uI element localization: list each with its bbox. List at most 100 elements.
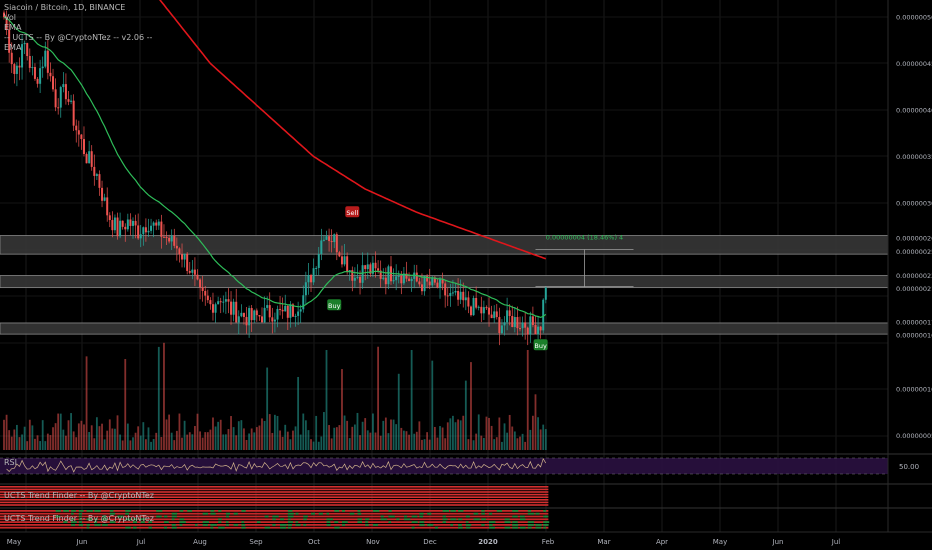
candle-body xyxy=(493,311,496,319)
y-tick-label: 0.00000040 xyxy=(896,107,932,115)
volume-bar xyxy=(111,428,114,450)
candle-body xyxy=(170,235,173,242)
trend-stripe-up xyxy=(458,526,463,529)
candle-body xyxy=(444,283,447,296)
candle-body xyxy=(59,87,62,108)
candle-body xyxy=(237,316,240,323)
volume-bar xyxy=(276,415,279,450)
trend-stripe-up xyxy=(133,526,137,529)
trend-stripe-up xyxy=(388,515,395,518)
trend-finder-label-2[interactable]: UCTS Trend Finder -- By @CryptoNTez xyxy=(4,514,154,523)
support-resistance-zones xyxy=(0,235,889,335)
x-tick-label: Sep xyxy=(249,538,263,546)
volume-legend[interactable]: Vol xyxy=(4,13,16,22)
volume-bar xyxy=(67,420,70,450)
candle-body xyxy=(144,227,147,233)
candle-body xyxy=(222,301,225,303)
candle-body xyxy=(26,43,29,57)
volume-bar xyxy=(508,414,511,450)
candle-body xyxy=(41,66,44,69)
measure-label: 0.00000004 (18.46%) 4 xyxy=(546,234,623,242)
volume-bar xyxy=(436,437,439,450)
rsi-band xyxy=(0,458,888,474)
candle-body xyxy=(64,84,67,100)
trend-stripe-up xyxy=(326,518,333,521)
volume-bar xyxy=(126,423,129,450)
volume-bar xyxy=(83,424,85,450)
volume-bar xyxy=(196,413,199,450)
trend-stripe-up xyxy=(496,510,503,512)
trend-stripe-up xyxy=(543,510,547,512)
trend-stripe-up xyxy=(202,512,209,515)
candle-body xyxy=(132,220,134,226)
trend-stripe-up xyxy=(71,518,74,521)
trend-stripe-up xyxy=(280,518,285,521)
volume-bar xyxy=(170,432,173,450)
candle-body xyxy=(13,64,16,74)
candle-body xyxy=(526,327,529,335)
indicator-legend[interactable]: -- UCTS -- By @CryptoNTez -- v2.06 -- xyxy=(4,33,153,42)
candle-body xyxy=(490,314,493,319)
candle-body xyxy=(57,107,60,109)
x-tick-label: Aug xyxy=(193,538,207,546)
volume-bar xyxy=(261,418,263,450)
ema-legend[interactable]: EMA xyxy=(4,23,22,32)
trend-stripe-up xyxy=(427,512,432,515)
trend-stripe-up xyxy=(63,521,68,523)
trend-stripe-up xyxy=(388,510,392,512)
volume-bar xyxy=(95,417,98,450)
volume-bar xyxy=(16,424,18,450)
candle-body xyxy=(534,324,537,335)
volume-bar xyxy=(54,423,57,450)
candle-body xyxy=(240,312,243,317)
volume-bar xyxy=(150,441,152,450)
trend-stripe-up xyxy=(458,524,462,526)
candle-body xyxy=(134,220,137,226)
ema-legend-2[interactable]: EMA xyxy=(4,43,22,52)
trend-stripe-up xyxy=(543,521,550,523)
trend-stripe-up xyxy=(473,512,479,515)
volume-bar xyxy=(26,441,29,450)
candle-body xyxy=(271,317,274,322)
trend-stripe-up xyxy=(504,521,511,523)
trend-stripe-up xyxy=(148,521,153,523)
trend-stripe-up xyxy=(303,515,308,518)
volume-bar xyxy=(382,420,385,450)
trend-stripe-up xyxy=(543,526,546,529)
candle-body xyxy=(338,252,341,257)
trend-stripe-up xyxy=(512,515,518,518)
trend-stripe-up xyxy=(450,524,454,526)
trend-stripe-up xyxy=(280,526,287,529)
x-tick-label: May xyxy=(7,538,21,546)
trend-stripe-up xyxy=(256,521,261,523)
rsi-label[interactable]: RSI xyxy=(4,458,17,467)
candle-body xyxy=(315,267,318,269)
symbol-title[interactable]: Siacoin / Bitcoin, 1D, BINANCE xyxy=(4,3,126,12)
candle-body xyxy=(191,269,194,273)
volume-bar xyxy=(356,412,359,450)
volume-bar xyxy=(222,434,225,450)
candle-body xyxy=(286,305,289,318)
volume-bar xyxy=(513,431,516,450)
candle-body xyxy=(343,256,346,265)
trend-stripe-up xyxy=(442,515,446,518)
trend-stripe-up xyxy=(527,524,534,526)
trend-stripe-up xyxy=(334,526,340,529)
ema-fast-line xyxy=(3,16,547,319)
volume-bar xyxy=(199,431,201,450)
trend-stripe-up xyxy=(287,524,293,526)
trend-stripe-up xyxy=(535,524,542,526)
trend-stripe xyxy=(0,504,549,506)
volume-bar xyxy=(214,426,217,450)
volume-bar xyxy=(488,417,490,450)
candle-body xyxy=(160,221,163,237)
volume-bar xyxy=(446,422,449,450)
trend-stripe-up xyxy=(109,510,114,512)
volume-bar xyxy=(121,440,124,450)
trend-finder-label-1[interactable]: UCTS Trend Finder -- By @CryptoNTez xyxy=(4,491,154,500)
volume-bar xyxy=(8,430,11,450)
volume-bar xyxy=(49,435,52,450)
trend-stripe-up xyxy=(311,512,315,515)
candle-body xyxy=(126,219,129,230)
